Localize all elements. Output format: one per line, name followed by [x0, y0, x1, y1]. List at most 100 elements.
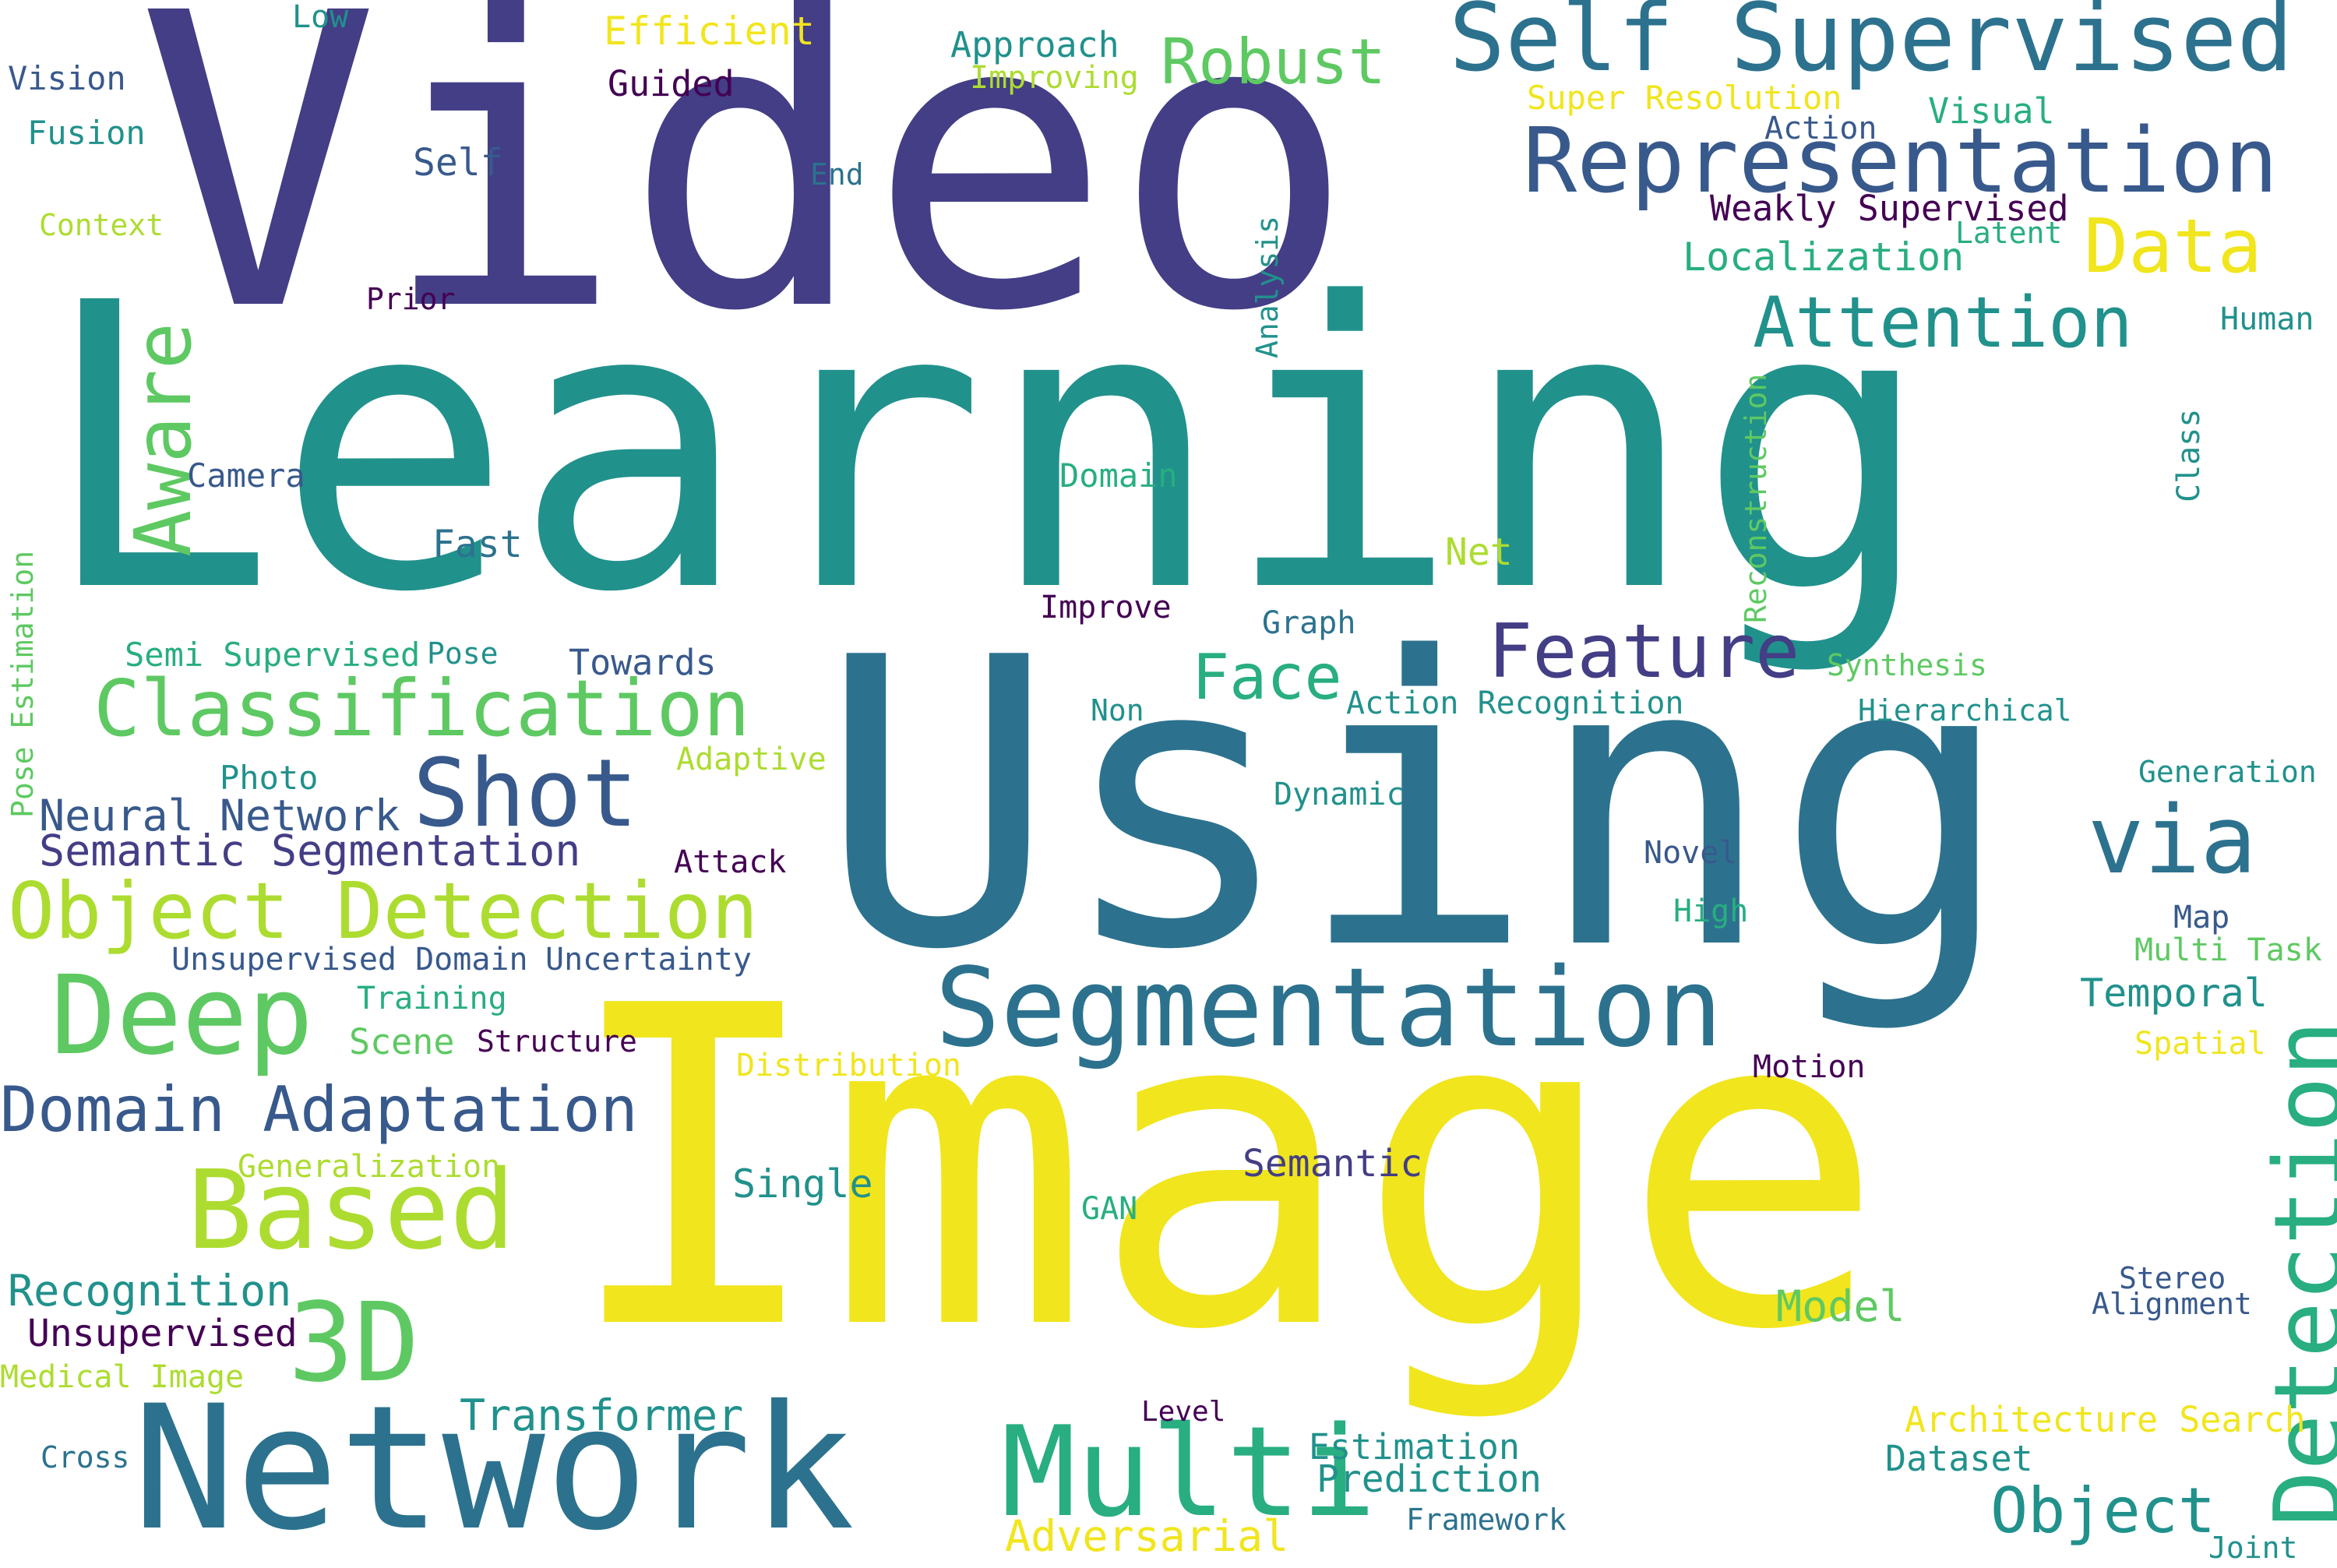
word-aware: Aware [118, 322, 209, 557]
word-level: Level [1141, 1396, 1226, 1428]
word-temporal: Temporal [2080, 971, 2268, 1016]
word-gan: GAN [1081, 1191, 1138, 1227]
word-semi-supervised: Semi Supervised [125, 636, 421, 674]
word-single: Single [732, 1161, 873, 1207]
word-stereo: Stereo [2119, 1261, 2226, 1295]
word-unsupervised-domain: Unsupervised Domain [171, 942, 528, 978]
word-transformer: Transformer [460, 1390, 744, 1440]
word-using: Using [818, 575, 2014, 1037]
word-structure: Structure [477, 1024, 637, 1059]
word-object: Object [1990, 1475, 2215, 1547]
word-object-detection: Object Detection [8, 865, 759, 957]
word-prior: Prior [366, 282, 456, 316]
word-self: Self [413, 141, 503, 185]
word-estimation: Estimation [1309, 1426, 1520, 1468]
word-graph: Graph [1262, 605, 1356, 641]
word-recognition: Recognition [8, 1266, 292, 1316]
word-face: Face [1192, 641, 1342, 714]
word-image: Image [561, 914, 1886, 1426]
word-action-recognition: Action Recognition [1346, 685, 1684, 721]
word-shot: Shot [413, 740, 638, 848]
word-efficient: Efficient [604, 9, 815, 54]
word-based: Based [187, 1147, 516, 1274]
word-neural-network: Neural Network [39, 791, 400, 840]
word-net: Net [1445, 530, 1513, 574]
word-adaptive: Adaptive [676, 742, 827, 777]
word-novel: Novel [1644, 835, 1738, 871]
word-feature: Feature [1488, 609, 1800, 695]
word-generation: Generation [2138, 755, 2317, 789]
word-attack: Attack [674, 844, 787, 880]
word-multi-task: Multi Task [2134, 932, 2322, 968]
word-3d: 3D [288, 1280, 420, 1407]
word-non: Non [1091, 693, 1144, 728]
word-uncertainty: Uncertainty [545, 942, 752, 978]
word-robust: Robust [1161, 26, 1386, 98]
word-approach: Approach [950, 24, 1119, 65]
word-action: Action [1764, 111, 1877, 146]
word-attention: Attention [1753, 282, 2133, 364]
word-improve: Improve [1040, 590, 1172, 625]
word-generalization: Generalization [238, 1149, 501, 1185]
word-improving: Improving [970, 60, 1139, 96]
word-video: Video [136, 0, 1356, 400]
word-model: Model [1776, 1281, 1905, 1331]
word-synthesis: Synthesis [1827, 648, 1987, 682]
word-data: Data [2084, 204, 2262, 290]
word-camera: Camera [187, 456, 305, 495]
word-pose-estimation: Pose Estimation [5, 550, 40, 818]
word-detection: Detection [2255, 1020, 2337, 1527]
word-cross: Cross [41, 1440, 130, 1475]
word-class: Class [2171, 408, 2207, 502]
word-pose: Pose [427, 636, 499, 671]
word-learning: Learning [39, 220, 1934, 678]
word-domain: Domain [1059, 456, 1178, 495]
word-localization: Localization [1683, 234, 1965, 280]
word-multi: Multi [1001, 1399, 1376, 1545]
word-context: Context [39, 208, 164, 242]
word-dataset: Dataset [1885, 1438, 2033, 1479]
word-domain-adaptation: Domain Adaptation [0, 1073, 638, 1146]
word-end: End [810, 157, 864, 192]
word-low: Low [292, 0, 349, 35]
word-medical-image: Medical Image [0, 1359, 245, 1395]
word-deep: Deep [51, 953, 314, 1080]
word-distribution: Distribution [736, 1048, 961, 1084]
word-photo: Photo [220, 759, 319, 797]
word-network: Network [132, 1369, 855, 1568]
word-scene: Scene [349, 1021, 455, 1062]
word-hierarchical: Hierarchical [1858, 693, 2072, 728]
word-weakly-supervised: Weakly Supervised [1710, 188, 2069, 229]
word-self-supervised: Self Supervised [1449, 0, 2293, 93]
word-classification: Classification [93, 663, 750, 754]
word-semantic: Semantic [1243, 1142, 1423, 1186]
word-towards: Towards [569, 642, 717, 683]
word-prediction: Prediction [1317, 1457, 1542, 1501]
word-unsupervised: Unsupervised [27, 1312, 298, 1355]
word-analysis: Analysis [1250, 215, 1285, 358]
word-high: High [1673, 893, 1749, 929]
word-segmentation: Segmentation [935, 945, 1723, 1072]
word-latent: Latent [1955, 216, 2063, 250]
word-training: Training [357, 981, 507, 1017]
word-super-resolution: Super Resolution [1527, 79, 1842, 117]
word-spatial: Spatial [2134, 1026, 2266, 1062]
word-visual: Visual [1928, 90, 2055, 132]
word-joint: Joint [2208, 1531, 2298, 1565]
word-vision: Vision [8, 59, 126, 97]
word-fast: Fast [432, 523, 523, 566]
word-map: Map [2173, 900, 2230, 936]
word-framework: Framework [1406, 1503, 1567, 1537]
word-alignment: Alignment [2092, 1287, 2252, 1321]
word-motion: Motion [1753, 1049, 1866, 1085]
word-adversarial: Adversarial [1005, 1511, 1289, 1561]
word-semantic-segmentation: Semantic Segmentation [39, 826, 581, 876]
word-dynamic: Dynamic [1274, 777, 1405, 812]
word-reconstruction: Reconstruction [1739, 373, 1773, 623]
word-architecture-search: Architecture Search [1905, 1399, 2306, 1440]
word-human: Human [2220, 301, 2314, 337]
word-via: via [2088, 787, 2257, 895]
word-fusion: Fusion [27, 114, 146, 152]
word-guided: Guided [608, 63, 735, 104]
word-representation: Representation [1523, 109, 2279, 213]
